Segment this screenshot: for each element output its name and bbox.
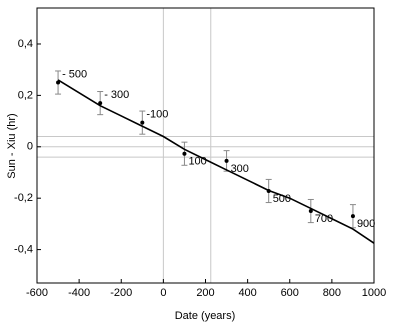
y-tick-label: 0,4: [18, 38, 33, 50]
x-tick-label: 200: [196, 287, 214, 299]
data-label: 900: [357, 218, 375, 230]
data-point: [98, 101, 103, 106]
x-tick-label: 800: [323, 287, 341, 299]
data-point: [140, 120, 145, 125]
data-point: [182, 151, 187, 156]
x-tick-label: 600: [281, 287, 299, 299]
plot-frame: [36, 7, 375, 284]
y-axis-label: Sun - Xiu (hr): [6, 113, 18, 178]
y-tick-label: 0,2: [18, 89, 33, 101]
data-label: 100: [188, 156, 206, 168]
x-tick-label: -400: [68, 287, 90, 299]
data-label: 300: [231, 163, 249, 175]
fit-curve: [57, 79, 375, 244]
data-point: [308, 209, 313, 214]
data-label: - 300: [104, 89, 129, 101]
data-point: [56, 80, 61, 85]
y-tick-label: -0,2: [14, 192, 33, 204]
y-tick-label: -0,4: [14, 243, 33, 255]
data-point: [350, 214, 355, 219]
x-tick-label: -200: [110, 287, 132, 299]
data-label: 500: [273, 193, 291, 205]
data-label: 700: [315, 213, 333, 225]
y-tick-label: 0: [27, 141, 33, 153]
data-label: - 500: [62, 68, 87, 80]
x-tick-label: 1000: [362, 287, 386, 299]
x-tick-label: 0: [160, 287, 166, 299]
x-axis-label: Date (years): [175, 310, 236, 322]
x-tick-label: 400: [238, 287, 256, 299]
x-tick-label: -600: [26, 287, 48, 299]
data-label: -100: [146, 109, 168, 121]
data-point: [224, 158, 229, 163]
